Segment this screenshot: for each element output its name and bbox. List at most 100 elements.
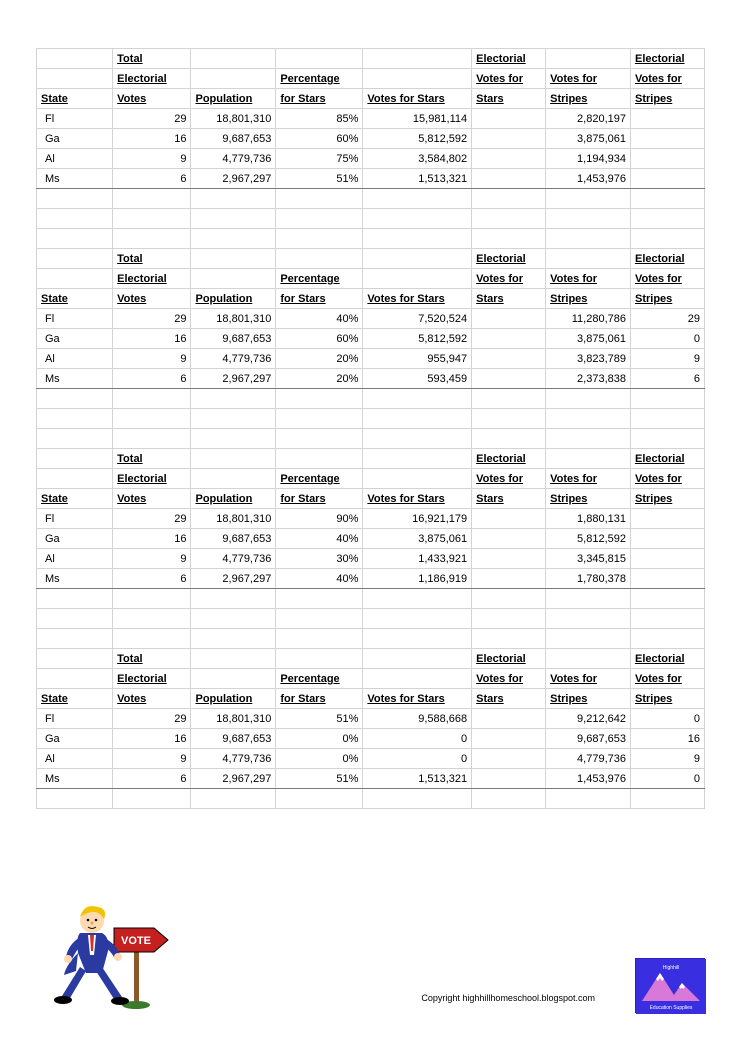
cell: 1,453,976 <box>546 169 631 189</box>
column-header: Votes for <box>546 669 631 689</box>
cell: 30% <box>276 549 363 569</box>
column-header <box>37 649 113 669</box>
column-header: Stars <box>472 489 546 509</box>
cell: 1,513,321 <box>363 169 472 189</box>
cell <box>472 749 546 769</box>
cell: 6 <box>113 569 191 589</box>
cell: 6 <box>113 169 191 189</box>
cell: 9,212,642 <box>546 709 631 729</box>
svg-text:Education Supplies: Education Supplies <box>650 1005 693 1011</box>
column-header: Stripes <box>630 289 704 309</box>
column-header: Stripes <box>546 289 631 309</box>
column-header: Stars <box>472 689 546 709</box>
column-header: Votes <box>113 489 191 509</box>
column-header: Stripes <box>630 89 704 109</box>
column-header: Votes <box>113 89 191 109</box>
column-header: Votes for <box>630 69 704 89</box>
column-header <box>191 449 276 469</box>
column-header <box>191 249 276 269</box>
cell <box>630 149 704 169</box>
column-header <box>363 649 472 669</box>
cell: 4,779,736 <box>191 349 276 369</box>
column-header <box>191 69 276 89</box>
cell: 3,875,061 <box>546 329 631 349</box>
copyright-text: Copyright highhillhomeschool.blogspot.co… <box>421 993 595 1003</box>
column-header <box>276 449 363 469</box>
cell: 60% <box>276 129 363 149</box>
column-header <box>37 249 113 269</box>
cell: Ga <box>37 329 113 349</box>
column-header: Electorial <box>472 249 546 269</box>
column-header <box>546 249 631 269</box>
cell: 3,875,061 <box>546 129 631 149</box>
column-header: Votes for <box>472 669 546 689</box>
cell: 29 <box>113 309 191 329</box>
column-header: Votes for <box>546 69 631 89</box>
cell: 2,373,838 <box>546 369 631 389</box>
column-header: Stars <box>472 89 546 109</box>
column-header: Electorial <box>472 49 546 69</box>
cell: 16 <box>113 129 191 149</box>
cell: Fl <box>37 109 113 129</box>
cell: 6 <box>630 369 704 389</box>
cell: 9 <box>113 549 191 569</box>
column-header: Votes <box>113 689 191 709</box>
column-header: Total <box>113 449 191 469</box>
column-header: Electorial <box>630 649 704 669</box>
cell: 5,812,592 <box>363 129 472 149</box>
column-header: Total <box>113 649 191 669</box>
cell: 1,186,919 <box>363 569 472 589</box>
cell: 18,801,310 <box>191 309 276 329</box>
cell <box>630 509 704 529</box>
column-header <box>276 649 363 669</box>
cell: 0 <box>363 749 472 769</box>
cell: 18,801,310 <box>191 509 276 529</box>
cell: 40% <box>276 529 363 549</box>
column-header: for Stars <box>276 689 363 709</box>
vote-sign-text: VOTE <box>121 935 151 947</box>
column-header: Electorial <box>113 69 191 89</box>
column-header <box>546 49 631 69</box>
column-header <box>363 449 472 469</box>
column-header: Votes for <box>472 69 546 89</box>
cell: 0 <box>363 729 472 749</box>
cell: Al <box>37 549 113 569</box>
column-header: Population <box>191 689 276 709</box>
cell: Ms <box>37 369 113 389</box>
column-header: State <box>37 489 113 509</box>
column-header: Total <box>113 249 191 269</box>
cell: 5,812,592 <box>363 329 472 349</box>
cell: 9,687,653 <box>191 729 276 749</box>
cell: 29 <box>113 709 191 729</box>
cell: 20% <box>276 369 363 389</box>
cell <box>472 169 546 189</box>
cell <box>630 529 704 549</box>
cell <box>630 169 704 189</box>
cell: 18,801,310 <box>191 709 276 729</box>
cell <box>472 329 546 349</box>
column-header: Votes for <box>630 669 704 689</box>
cell <box>472 529 546 549</box>
column-header <box>363 49 472 69</box>
column-header: Population <box>191 489 276 509</box>
cell: 18,801,310 <box>191 109 276 129</box>
column-header: Stars <box>472 289 546 309</box>
cell: 29 <box>113 109 191 129</box>
column-header: Electorial <box>630 249 704 269</box>
cell <box>630 549 704 569</box>
column-header: Votes for Stars <box>363 489 472 509</box>
cell: 40% <box>276 309 363 329</box>
column-header: Electorial <box>472 449 546 469</box>
cell: 1,194,934 <box>546 149 631 169</box>
cell: Al <box>37 149 113 169</box>
cell <box>472 729 546 749</box>
column-header: Votes <box>113 289 191 309</box>
column-header: Electorial <box>113 669 191 689</box>
cell: 0% <box>276 729 363 749</box>
cell: 60% <box>276 329 363 349</box>
column-header: Electorial <box>472 649 546 669</box>
column-header <box>37 49 113 69</box>
cell: 51% <box>276 769 363 789</box>
cell: 9 <box>113 749 191 769</box>
column-header <box>191 49 276 69</box>
